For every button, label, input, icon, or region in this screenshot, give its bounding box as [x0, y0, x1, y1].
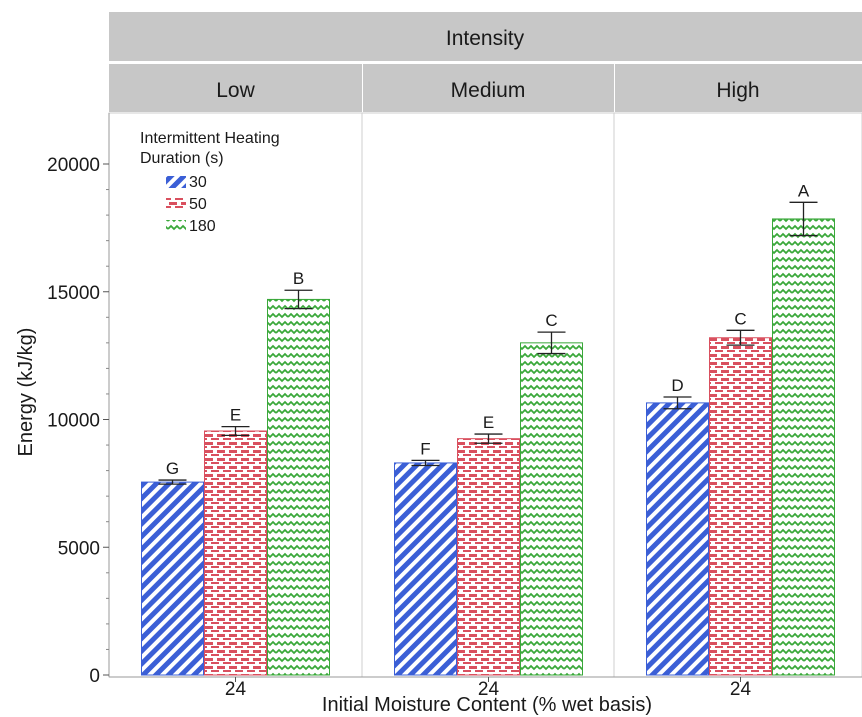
y-axis-label: Energy (kJ/kg): [15, 328, 37, 457]
significance-letter: A: [798, 181, 810, 200]
x-tick-label: 24: [225, 679, 247, 700]
facet-title: Intensity: [446, 27, 525, 50]
legend-swatch-30: [166, 176, 186, 188]
panel-headers: Low Medium High: [109, 64, 862, 112]
y-tick-label: 15000: [47, 283, 100, 304]
panel-header-bg: [363, 64, 614, 112]
bar-180: [267, 298, 330, 676]
legend-title-line1: Intermittent Heating: [140, 130, 280, 147]
significance-letter: F: [420, 439, 430, 458]
y-tick-label: 20000: [47, 155, 100, 176]
bar-30: [646, 402, 709, 676]
significance-letter: D: [671, 376, 683, 395]
panel-header-bg: [109, 64, 362, 112]
legend-swatch-50: [166, 198, 186, 210]
significance-letter: C: [545, 311, 557, 330]
x-tick-label: 24: [478, 679, 500, 700]
significance-letter: G: [166, 459, 179, 478]
significance-letter: B: [293, 269, 304, 288]
y-axis: 0 5000 10000 15000 20000: [47, 113, 110, 687]
panel-header-label: High: [716, 79, 759, 102]
legend-label-50: 50: [189, 196, 207, 213]
panel-header-label: Medium: [451, 79, 526, 102]
panel-header-bg: [615, 64, 862, 112]
legend-swatch-180: [166, 220, 186, 232]
legend-label-30: 30: [189, 174, 207, 191]
bar-50: [204, 430, 267, 676]
y-tick-label: 10000: [47, 411, 100, 432]
bar-30: [394, 462, 457, 676]
panel-header-label: Low: [216, 79, 255, 102]
facet-header-band: [109, 12, 862, 62]
significance-letter: C: [734, 309, 746, 328]
y-tick-label: 5000: [58, 538, 100, 559]
bar-30: [141, 481, 204, 676]
legend-title-line2: Duration (s): [140, 150, 224, 167]
legend: Intermittent Heating Duration (s) 30 50 18…: [140, 130, 280, 235]
x-ticks: 24 24 24: [109, 676, 862, 700]
y-tick-label: 0: [89, 666, 100, 687]
significance-letter: E: [230, 406, 241, 425]
bar-50: [709, 337, 772, 676]
legend-label-180: 180: [189, 218, 216, 235]
bar-180: [520, 342, 583, 676]
x-axis-label: Initial Moisture Content (% wet basis): [322, 694, 652, 716]
bar-50: [457, 438, 520, 676]
significance-letter: E: [483, 413, 494, 432]
bar-180: [772, 218, 835, 676]
x-tick-label: 24: [730, 679, 752, 700]
panels: G E B F E C D C A: [108, 112, 862, 678]
